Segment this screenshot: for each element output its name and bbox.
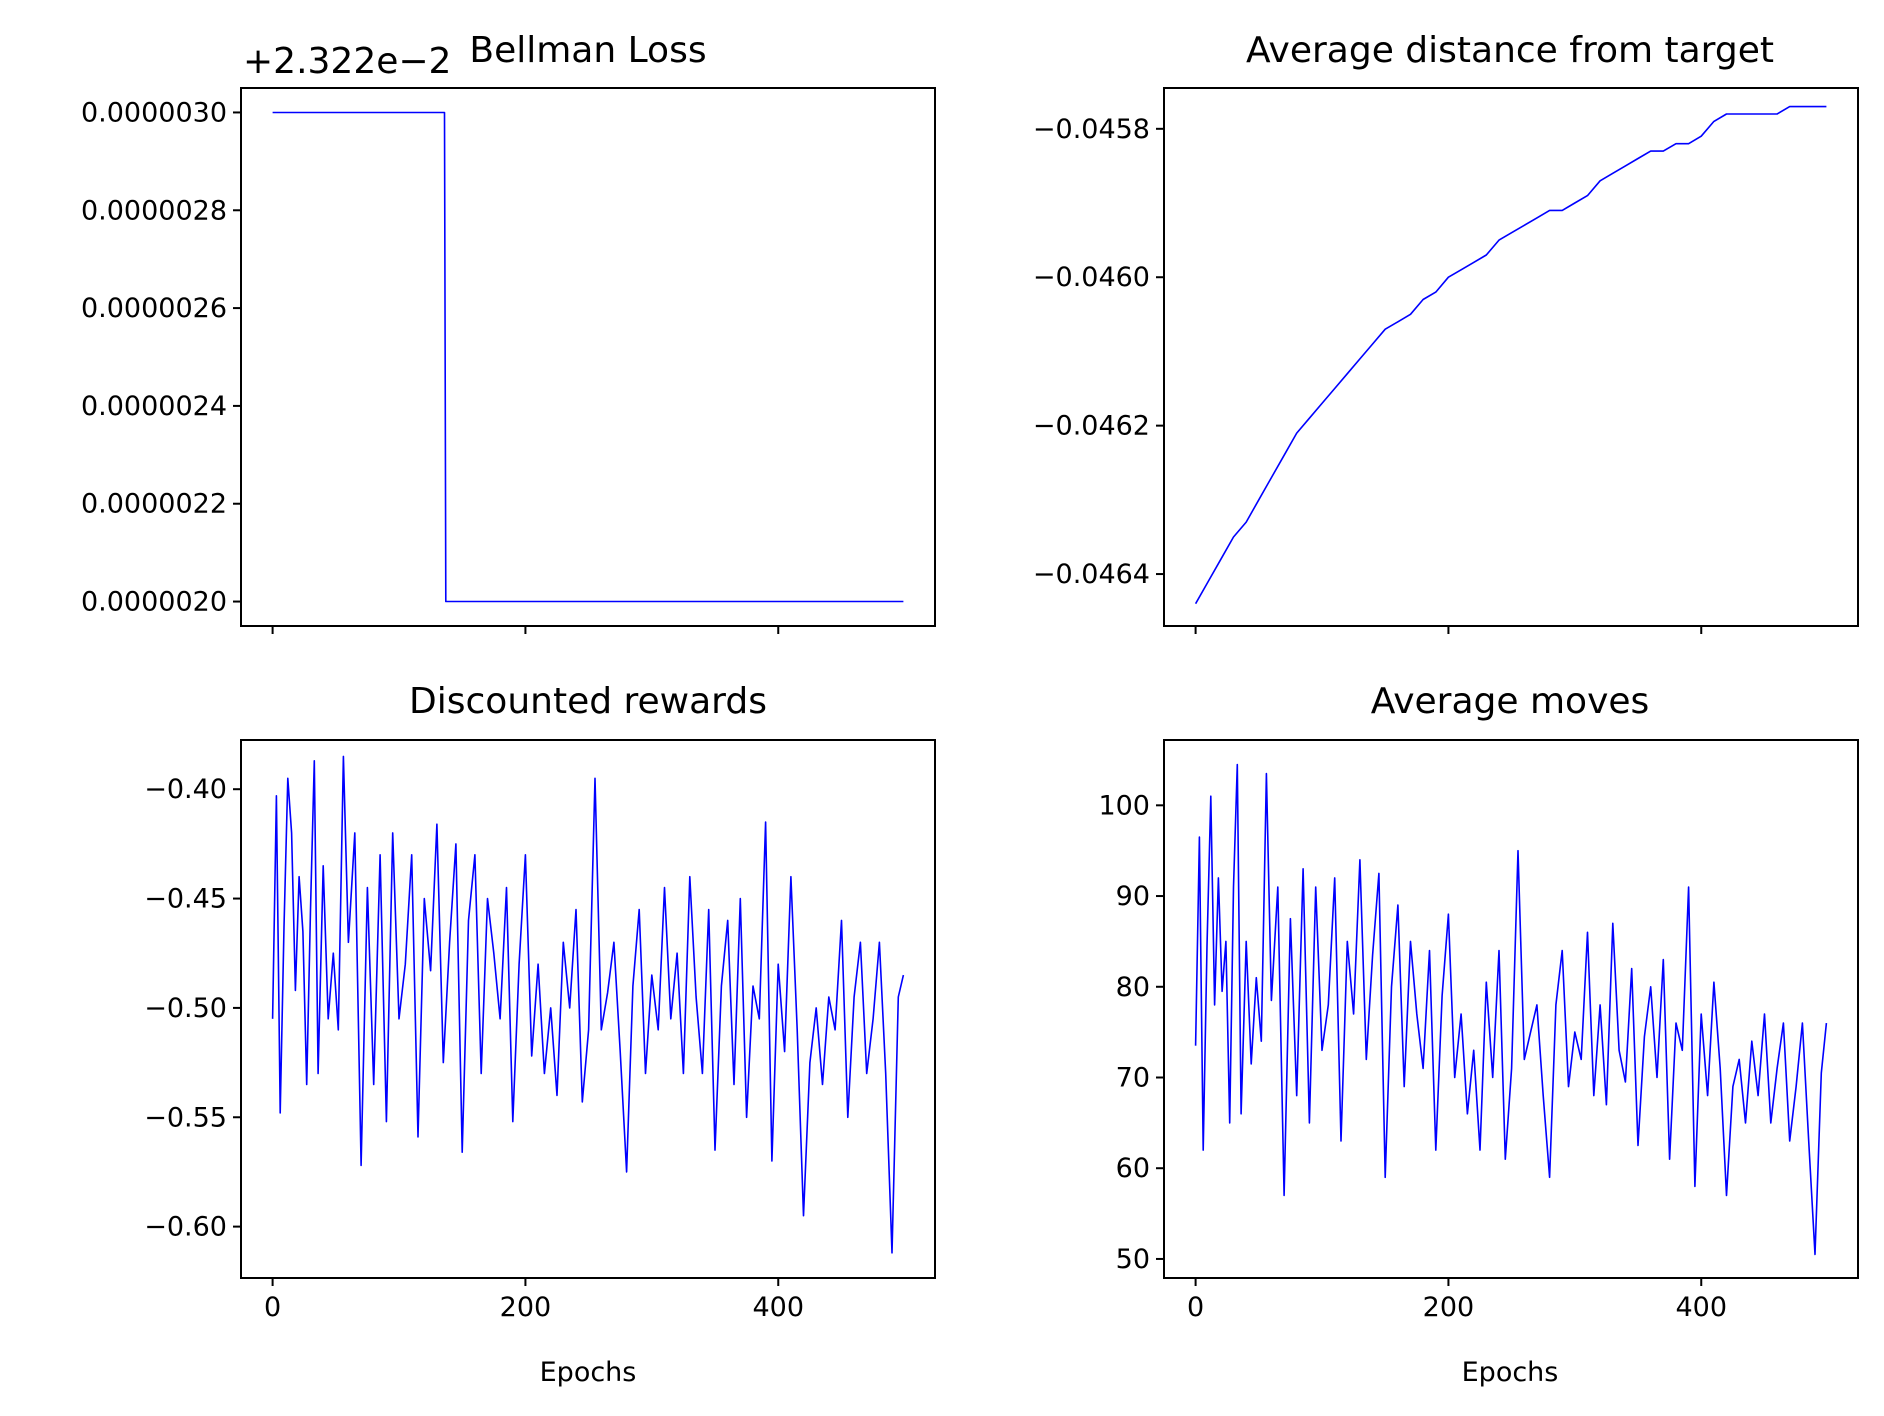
series-line — [272, 111, 904, 603]
x-tick-label: 200 — [1423, 1292, 1475, 1323]
panel-bellman-loss: Bellman Loss +2.322e−2 0.00000200.000002… — [81, 30, 936, 634]
x-tick-label: 400 — [752, 1292, 804, 1323]
plot-area — [271, 755, 905, 1254]
y-tick-label: 60 — [1116, 1153, 1150, 1184]
plot-area — [1194, 763, 1828, 1256]
chart-title: Discounted rewards — [409, 681, 767, 722]
axes-frame — [240, 87, 936, 627]
y-tick-label: 0.0000028 — [81, 195, 227, 226]
axis-ticks: 0.0000020 0.0000022 0.0000024 0.0000026 0.00… — [81, 97, 780, 634]
series-line — [1194, 105, 1827, 605]
y-tick-label: −0.50 — [144, 993, 227, 1024]
y-tick-label: 0.0000024 — [81, 391, 227, 422]
axes-frame — [240, 739, 936, 1279]
y-tick-label: 0.0000022 — [81, 489, 227, 520]
y-tick-label: 0.0000020 — [81, 587, 227, 618]
y-tick-label: 70 — [1116, 1062, 1150, 1093]
panel-discounted-rewards: Discounted rewards Epochs 0 200 400 −0.60 −0… — [144, 681, 936, 1388]
y-tick-label: −0.0464 — [1033, 559, 1150, 590]
y-tick-label: −0.60 — [144, 1212, 227, 1243]
y-tick-label: −0.55 — [144, 1102, 227, 1133]
x-tick-label: 0 — [1187, 1292, 1204, 1323]
y-tick-label: −0.0460 — [1033, 262, 1150, 293]
y-tick-label: 90 — [1116, 881, 1150, 912]
axis-ticks: −0.0464 −0.0462 −0.0460 −0.0458 — [1033, 114, 1703, 634]
x-tick-label: 400 — [1675, 1292, 1727, 1323]
axis-ticks: 0 200 400 −0.60 −0.55 −0.50 −0.45 −0.40 — [144, 774, 804, 1323]
y-tick-label: −0.0458 — [1033, 114, 1150, 145]
plot-area — [1194, 105, 1827, 605]
y-tick-label: 80 — [1116, 972, 1150, 1003]
y-tick-label: 0.0000030 — [81, 97, 227, 128]
y-tick-label: 50 — [1116, 1244, 1150, 1275]
chart-title: Average distance from target — [1246, 30, 1774, 71]
y-tick-label: 0.0000026 — [81, 293, 227, 324]
y-tick-label: −0.0462 — [1033, 411, 1150, 442]
y-offset-text: +2.322e−2 — [243, 41, 451, 82]
series-line — [271, 755, 905, 1254]
x-tick-label: 200 — [500, 1292, 552, 1323]
series-line — [1194, 763, 1828, 1256]
y-tick-label: −0.40 — [144, 774, 227, 805]
panel-average-moves: Average moves Epochs 0 200 400 50 60 70 80 90 10… — [1098, 681, 1859, 1388]
x-axis-label: Epochs — [540, 1357, 637, 1388]
x-tick-label: 0 — [264, 1292, 281, 1323]
axes-frame — [1163, 739, 1859, 1279]
y-tick-label: −0.45 — [144, 884, 227, 915]
x-axis-label: Epochs — [1462, 1357, 1559, 1388]
chart-title: Average moves — [1371, 681, 1650, 722]
chart-title: Bellman Loss — [469, 30, 706, 71]
axis-ticks: 0 200 400 50 60 70 80 90 100 — [1098, 790, 1727, 1323]
plot-area — [272, 111, 904, 603]
y-tick-label: 100 — [1098, 790, 1150, 821]
axes-frame — [1163, 87, 1859, 627]
panel-average-distance: Average distance from target −0.0464−0.0… — [1033, 30, 1859, 634]
